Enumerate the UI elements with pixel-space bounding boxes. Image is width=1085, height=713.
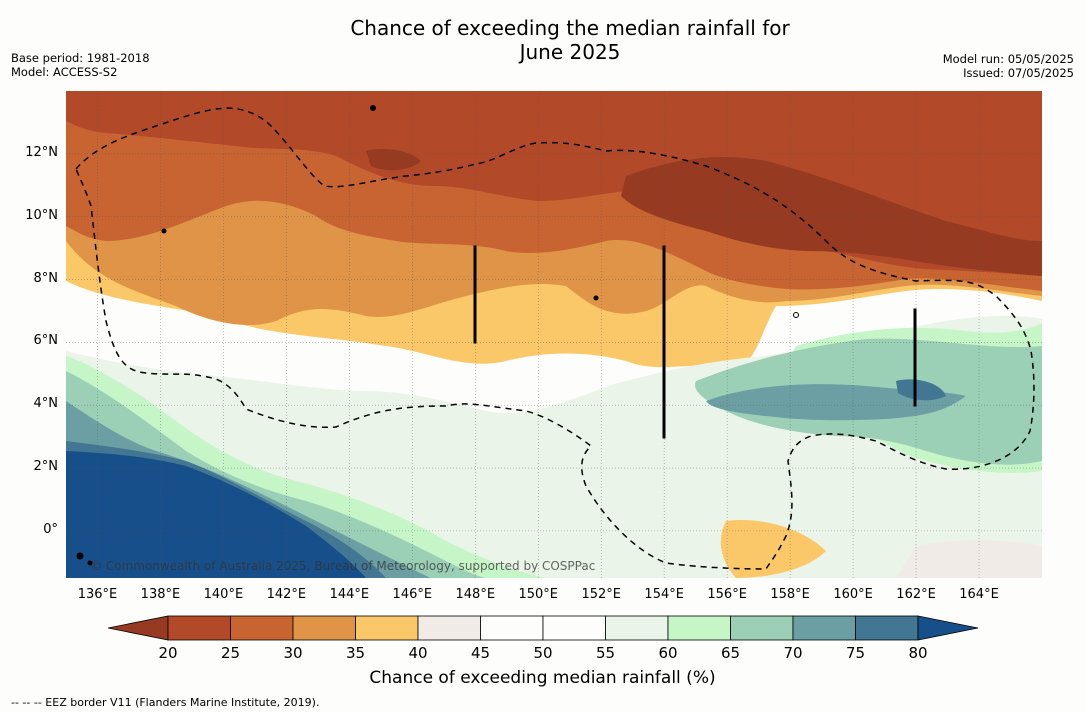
colorbar-extend-low [108,615,169,641]
y-tick-label: 2°N [33,459,59,475]
x-tick-label: 164°E [959,587,999,602]
colorbar-segment [355,615,419,641]
x-tick-label: 146°E [392,587,433,602]
model-text: Model: ACCESS-S2 [11,65,118,79]
y-tick-label: 12°N [25,144,58,160]
island [76,552,84,560]
colorbar-segment [667,615,731,641]
colorbar-tick-label: 35 [345,644,366,662]
rainfall-map [66,91,1042,578]
field-40-45-se [896,540,1042,578]
x-tick-label: 156°E [707,587,747,602]
x-tick-label: 144°E [329,587,370,602]
colorbar-tick-label: 65 [720,644,741,662]
field-above80 [66,451,366,578]
colorbar-tick-label: 55 [595,644,616,662]
colorbar-tick-label: 45 [470,644,491,662]
x-tick-label: 160°E [833,587,873,602]
island [370,105,376,111]
rainfall-probability-field [66,91,1042,578]
field-above75-east [896,379,946,401]
colorbar-extend-high [917,615,978,641]
colorbar-segment [230,615,294,641]
y-tick-label: 0° [43,521,58,537]
colorbar-tick-label: 25 [220,644,241,662]
colorbar-tick-label: 70 [783,644,803,662]
x-tick-label: 142°E [266,587,307,602]
eez-border-west [75,107,1035,570]
colorbar-segment [792,615,856,641]
colorbar-tick-label: 60 [658,644,678,662]
issued-text: Issued: 07/05/2025 [963,66,1074,80]
y-tick-label: 8°N [33,270,59,286]
map-title-line2: June 2025 [519,40,621,64]
colorbar [108,615,978,641]
colorbar-tick-label: 50 [533,644,553,662]
island [593,295,599,301]
colorbar-segment [167,615,231,641]
island [161,228,167,234]
colorbar-tick-label: 30 [283,644,303,662]
eez-footnote: -- -- -- EEZ border V11 (Flanders Marine… [11,696,320,709]
map-credit: © Commonwealth of Australia 2025, Bureau… [90,559,596,573]
x-tick-label: 150°E [518,587,559,602]
field-below20-b [366,149,421,171]
x-tick-label: 148°E [455,587,496,602]
y-tick-label: 10°N [25,207,58,223]
x-tick-label: 158°E [770,587,810,602]
colorbar-segment [605,615,669,641]
x-tick-label: 154°E [644,587,684,602]
colorbar-tick-label: 80 [908,644,928,662]
island [793,312,799,318]
x-tick-label: 138°E [140,587,181,602]
colorbar-segment [417,615,481,641]
island-marker [913,308,917,407]
x-tick-label: 162°E [896,587,936,602]
base-period-text: Base period: 1981-2018 [11,51,150,65]
colorbar-tick-label: 40 [408,644,428,662]
y-tick-label: 6°N [33,333,59,349]
island [87,560,93,566]
x-tick-label: 152°E [581,587,621,602]
colorbar-segment [292,615,356,641]
colorbar-segment [480,615,544,641]
map-grid [66,91,1042,578]
meta-right: Model run: 05/05/2025 Issued: 07/05/2025 [943,52,1074,80]
meta-left: Base period: 1981-2018 Model: ACCESS-S2 [11,51,150,79]
model-run-text: Model run: 05/05/2025 [942,52,1074,66]
islands [76,105,917,566]
x-tick-label: 136°E [77,587,118,602]
map-title-line1: Chance of exceeding the median rainfall … [350,16,790,40]
colorbar-tick-label: 20 [158,644,178,662]
colorbar-segment [542,615,606,641]
island-marker [662,245,666,439]
colorbar-title: Chance of exceeding median rainfall (%) [369,668,716,688]
colorbar-tick-label: 75 [845,644,866,662]
island-marker [473,245,477,344]
x-tick-label: 140°E [203,587,244,602]
colorbar-segment [855,615,919,641]
field-below40-se [720,520,826,578]
y-tick-label: 4°N [33,396,59,412]
colorbar-segment [730,615,794,641]
